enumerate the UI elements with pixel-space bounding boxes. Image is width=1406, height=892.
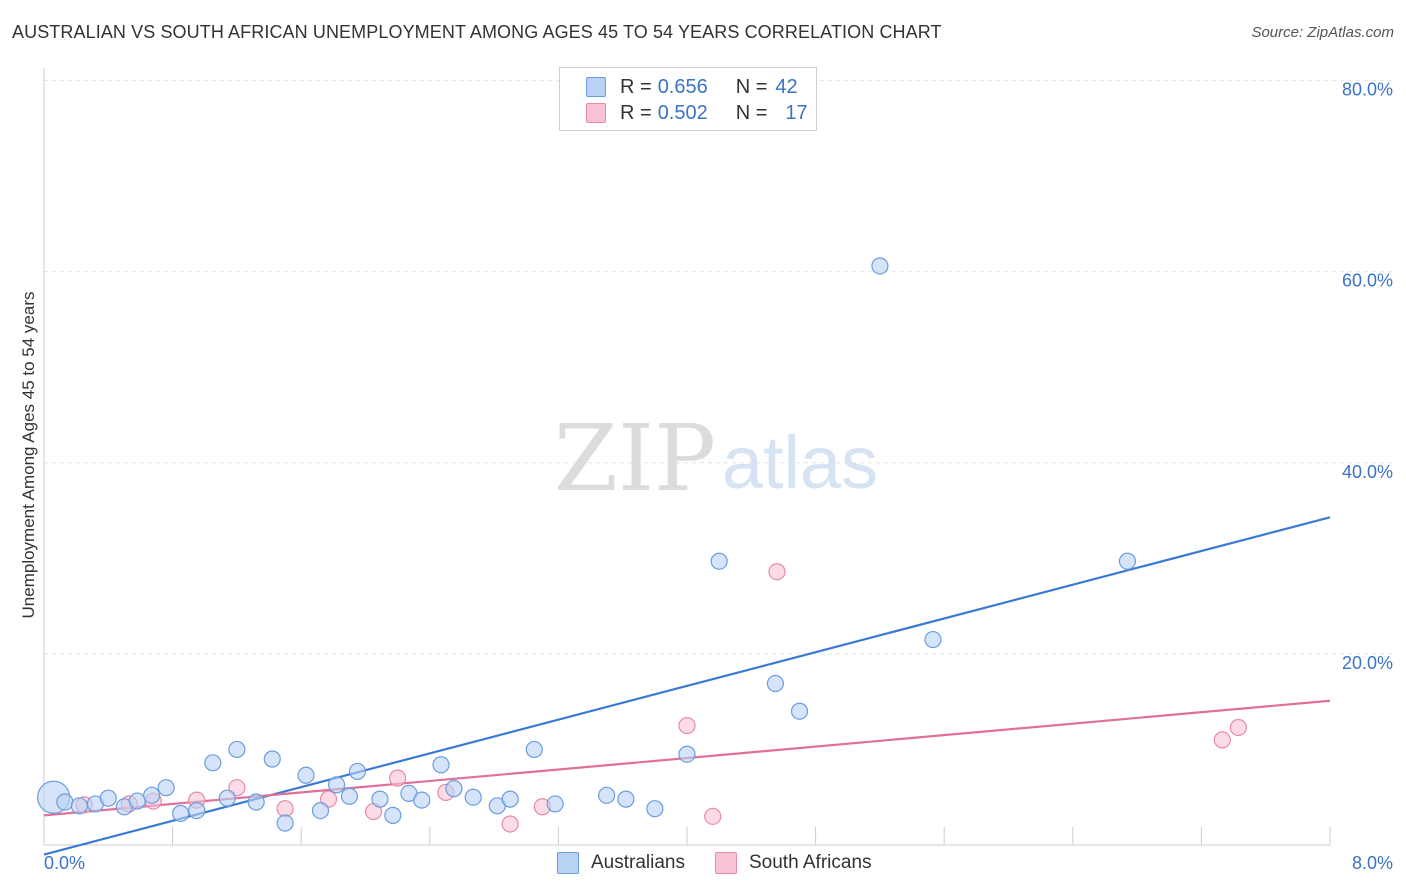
point-australians [263,750,281,768]
n-value: 42 [775,75,798,98]
legend-row-south-africans: R = 0.502 N = 17 [586,100,808,126]
point-australians [247,793,265,811]
point-south-africans [1213,731,1231,749]
x-tick-label: 8.0% [1352,853,1393,873]
point-australians [188,802,206,820]
point-australians [617,790,635,808]
point-south-africans [389,769,407,787]
point-australians [525,740,543,759]
point-australians [297,766,315,784]
point-australians [1118,552,1137,570]
y-tick-label: 20.0% [1342,653,1393,673]
legend-swatch-pink [715,852,737,874]
chart-title: AUSTRALIAN VS SOUTH AFRICAN UNEMPLOYMENT… [12,22,942,42]
point-south-africans [1229,718,1247,737]
correlation-legend: R = 0.656 N = 42 R = 0.502 N = 17 [559,67,817,131]
point-south-africans [768,563,786,581]
trend-line-australians [43,516,1331,856]
axis-layer [43,68,1331,846]
point-south-africans [228,779,246,797]
point-australians [172,804,190,823]
point-australians [143,786,161,804]
y-tick-label: 60.0% [1342,271,1393,291]
r-value: 0.656 [657,75,708,98]
point-australians [157,779,175,797]
point-south-africans [678,716,696,735]
point-australians [99,789,117,807]
point-australians [340,787,359,805]
point-australians [598,786,616,804]
point-australians [464,788,482,806]
point-south-africans [501,815,519,833]
legend-label: South Africans [749,852,872,873]
tick-labels: 20.0% 40.0% 60.0% 80.0% 0.0% 8.0% [44,80,1393,873]
point-south-africans [276,800,294,818]
point-australians [501,790,519,808]
legend-swatch-pink [586,103,606,123]
legend-swatch-blue [557,852,579,874]
point-australians [445,780,463,798]
n-label: N = [735,101,768,124]
point-australians [646,800,664,818]
watermark-zip: ZIP [554,405,716,512]
point-australians [327,776,346,794]
point-australians [228,740,246,759]
point-australians [70,797,88,815]
grid-layer [44,80,1392,655]
legend-label: Australians [591,852,685,873]
r-label: R = [620,101,652,124]
point-australians [924,630,942,649]
point-australians [218,789,236,807]
legend-item-south-africans[interactable]: South Africans [715,852,872,874]
watermark-atlas: atlas [722,421,878,504]
y-tick-label: 40.0% [1342,462,1393,482]
y-tick-label: 80.0% [1342,80,1393,100]
point-south-africans [704,807,722,825]
point-australians [384,806,402,824]
n-label: N = [735,75,768,98]
point-australians [546,795,564,813]
point-australians [766,674,785,693]
point-australians [432,756,450,774]
point-australians [710,552,728,570]
point-australians [790,702,809,720]
point-australians [871,257,889,275]
point-australians [413,791,431,809]
point-australians [371,790,389,808]
point-australians [56,793,74,811]
point-australians [311,802,330,820]
legend-swatch-blue [586,77,606,97]
point-australians [204,754,222,772]
point-australians [348,762,367,781]
point-australians [678,745,696,763]
source-label: Source: ZipAtlas.com [1251,24,1394,41]
n-value: 17 [785,101,808,124]
points-layer [37,257,1247,833]
legend-row-australians: R = 0.656 N = 42 [586,74,798,100]
trend-layer [43,516,1331,856]
point-australians [128,792,146,810]
r-value: 0.502 [657,101,708,124]
point-australians [276,814,294,832]
r-label: R = [620,75,652,98]
legend-item-australians[interactable]: Australians [557,852,685,874]
x-tick-label: 0.0% [44,853,85,873]
watermark: ZIP atlas [554,405,878,512]
series-legend: Australians South Africans [557,852,902,874]
